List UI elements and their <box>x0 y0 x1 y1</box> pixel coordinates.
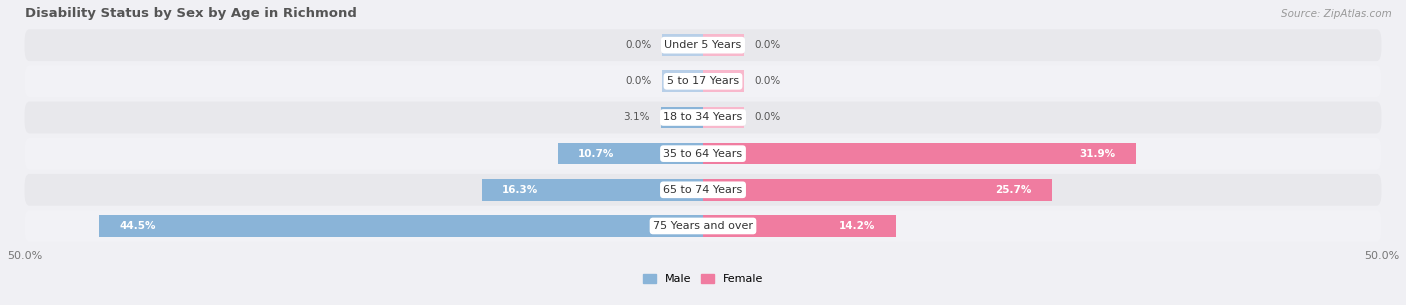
Bar <box>662 70 703 92</box>
Text: 0.0%: 0.0% <box>755 113 780 123</box>
Text: 0.0%: 0.0% <box>626 76 651 86</box>
Bar <box>703 34 744 56</box>
Text: 3.1%: 3.1% <box>624 113 650 123</box>
FancyBboxPatch shape <box>24 102 1382 133</box>
Text: 75 Years and over: 75 Years and over <box>652 221 754 231</box>
Text: 5 to 17 Years: 5 to 17 Years <box>666 76 740 86</box>
Bar <box>558 143 703 164</box>
Text: Source: ZipAtlas.com: Source: ZipAtlas.com <box>1281 9 1392 19</box>
Bar <box>703 215 896 237</box>
Text: 18 to 34 Years: 18 to 34 Years <box>664 113 742 123</box>
Text: 0.0%: 0.0% <box>755 40 780 50</box>
FancyBboxPatch shape <box>24 29 1382 61</box>
Text: 0.0%: 0.0% <box>755 76 780 86</box>
Text: 14.2%: 14.2% <box>839 221 876 231</box>
Text: 35 to 64 Years: 35 to 64 Years <box>664 149 742 159</box>
Bar <box>703 143 1136 164</box>
Text: 25.7%: 25.7% <box>995 185 1032 195</box>
Text: Disability Status by Sex by Age in Richmond: Disability Status by Sex by Age in Richm… <box>24 7 357 20</box>
Bar <box>703 70 744 92</box>
Bar <box>482 179 703 201</box>
Text: 16.3%: 16.3% <box>502 185 538 195</box>
FancyBboxPatch shape <box>24 174 1382 206</box>
Bar <box>100 215 703 237</box>
Text: 0.0%: 0.0% <box>626 40 651 50</box>
Text: 31.9%: 31.9% <box>1080 149 1115 159</box>
FancyBboxPatch shape <box>24 210 1382 242</box>
Bar <box>703 107 744 128</box>
Bar <box>662 34 703 56</box>
FancyBboxPatch shape <box>24 65 1382 97</box>
Bar <box>661 107 703 128</box>
FancyBboxPatch shape <box>24 138 1382 170</box>
Text: 65 to 74 Years: 65 to 74 Years <box>664 185 742 195</box>
Text: Under 5 Years: Under 5 Years <box>665 40 741 50</box>
Bar <box>703 179 1052 201</box>
Text: 10.7%: 10.7% <box>578 149 614 159</box>
Legend: Male, Female: Male, Female <box>638 270 768 289</box>
Text: 44.5%: 44.5% <box>120 221 156 231</box>
